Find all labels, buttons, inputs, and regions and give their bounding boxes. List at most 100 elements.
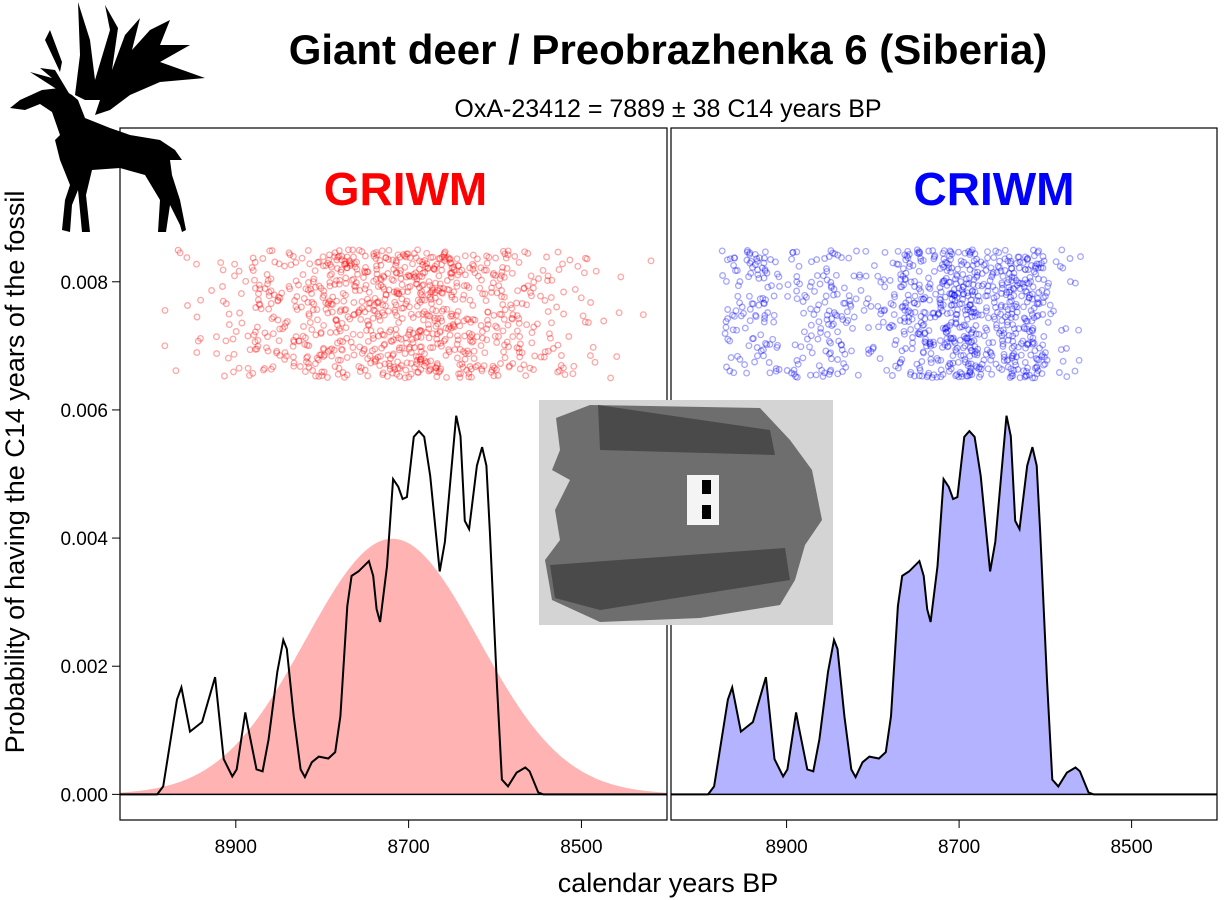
scatter-point xyxy=(415,284,423,292)
scatter-point xyxy=(286,251,294,259)
scatter-point xyxy=(963,372,970,380)
scatter-point xyxy=(938,307,946,315)
scatter-point xyxy=(943,259,951,267)
scatter-point xyxy=(1020,314,1028,322)
scatter-point xyxy=(952,320,960,328)
scatter-point xyxy=(415,257,423,265)
scatter-point xyxy=(917,319,925,327)
scatter-point xyxy=(751,250,759,258)
scatter-point xyxy=(773,343,781,351)
scatter-point xyxy=(321,351,328,359)
scatter-point xyxy=(403,297,411,305)
scatter-point xyxy=(902,256,910,264)
scatter-point xyxy=(362,281,370,289)
scatter-point xyxy=(305,312,313,320)
scatter-point xyxy=(423,249,431,257)
scatter-point xyxy=(774,341,782,349)
scatter-point xyxy=(1010,269,1018,277)
scatter-point xyxy=(889,301,897,309)
scatter-point xyxy=(1010,350,1018,358)
scatter-point xyxy=(401,374,409,382)
scatter-point xyxy=(222,300,230,308)
scatter-point xyxy=(295,281,302,289)
scatter-point xyxy=(469,260,477,268)
scatter-point xyxy=(784,281,792,289)
scatter-point xyxy=(259,366,267,374)
scatter-point xyxy=(1027,351,1035,359)
scatter-point xyxy=(827,284,835,291)
scatter-point xyxy=(395,334,402,342)
scatter-point xyxy=(938,343,946,351)
scatter-point xyxy=(1021,358,1029,366)
scatter-point xyxy=(337,356,344,364)
scatter-point xyxy=(1029,327,1037,335)
scatter-point xyxy=(1003,318,1011,326)
scatter-point xyxy=(901,314,908,322)
scatter-point xyxy=(317,329,325,336)
scatter-point xyxy=(484,308,492,316)
scatter-point xyxy=(757,347,765,355)
scatter-point xyxy=(808,349,816,357)
scatter-point xyxy=(432,307,440,315)
scatter-point xyxy=(978,360,986,368)
y-tick-label: 0.004 xyxy=(60,529,108,550)
scatter-point xyxy=(267,365,275,373)
scatter-point xyxy=(977,365,985,373)
scatter-point xyxy=(993,268,1001,276)
scatter-point xyxy=(944,342,952,350)
scatter-point xyxy=(760,259,768,267)
scatter-point xyxy=(380,311,388,319)
scatter-point xyxy=(244,364,252,372)
scatter-point xyxy=(982,350,990,358)
scatter-point xyxy=(1030,252,1038,260)
scatter-point xyxy=(469,337,477,345)
scatter-point xyxy=(968,288,976,296)
scatter-point xyxy=(930,255,938,263)
scatter-point xyxy=(372,255,380,263)
scatter-point xyxy=(913,322,921,330)
scatter-point xyxy=(844,317,852,324)
scatter-point xyxy=(753,257,761,265)
scatter-point xyxy=(251,276,258,284)
scatter-point xyxy=(825,320,832,328)
scatter-point xyxy=(378,344,386,352)
scatter-point xyxy=(500,348,508,356)
scatter-point xyxy=(828,322,836,330)
scatter-point xyxy=(948,264,956,272)
scatter-point xyxy=(734,352,741,360)
scatter-point xyxy=(508,315,516,323)
normal-density-area xyxy=(120,538,667,795)
scatter-point xyxy=(429,330,437,338)
scatter-point xyxy=(952,315,960,323)
scatter-point xyxy=(840,299,848,307)
scatter-point xyxy=(444,325,452,333)
scatter-point xyxy=(1063,373,1071,381)
scatter-point xyxy=(515,319,523,327)
scatter-point xyxy=(760,318,768,326)
scatter-point xyxy=(776,282,783,290)
scatter-point xyxy=(869,343,877,351)
scatter-point xyxy=(921,309,929,317)
scatter-point xyxy=(971,288,979,296)
scatter-point xyxy=(382,254,390,261)
scatter-point xyxy=(466,296,474,304)
scatter-point xyxy=(1001,246,1009,254)
scatter-point xyxy=(406,326,414,334)
scatter-point xyxy=(922,342,930,350)
scatter-point xyxy=(319,262,327,270)
scatter-point xyxy=(825,350,833,358)
scatter-point xyxy=(458,360,466,368)
scatter-point xyxy=(395,290,403,298)
scatter-point xyxy=(453,354,461,362)
scatter-point xyxy=(969,326,977,334)
scatter-point xyxy=(372,357,380,364)
scatter-point xyxy=(1012,353,1020,361)
scatter-point xyxy=(902,299,910,307)
scatter-point xyxy=(455,262,462,270)
scatter-point xyxy=(398,344,406,352)
scatter-point xyxy=(464,347,471,355)
scatter-point xyxy=(1009,352,1017,360)
scatter-point xyxy=(1007,286,1014,294)
scatter-point xyxy=(370,306,378,314)
scatter-point xyxy=(1040,276,1048,284)
